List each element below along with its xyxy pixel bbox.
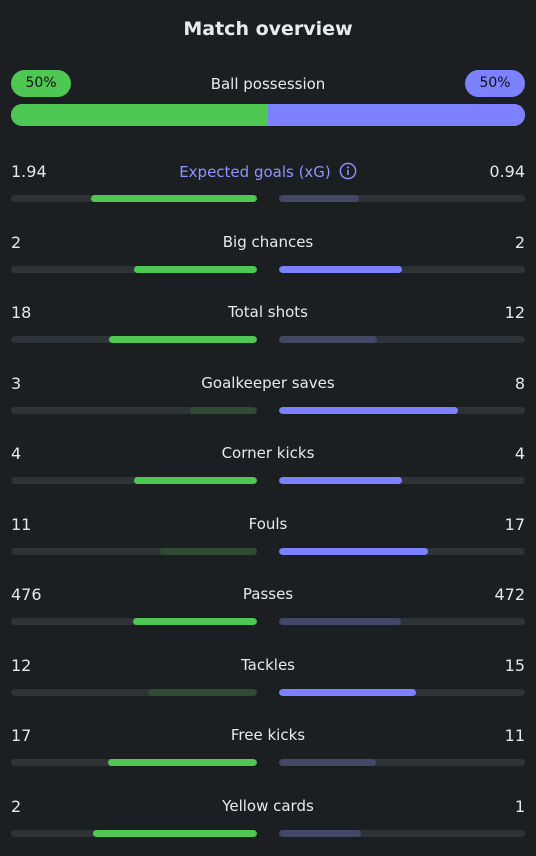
away-bar-track bbox=[279, 336, 525, 343]
stat-label-text: Passes bbox=[242, 585, 294, 603]
home-bar-fill bbox=[133, 618, 257, 625]
possession-bar-home bbox=[11, 104, 268, 126]
stat-label-text: Big chances bbox=[222, 232, 314, 251]
home-bar-fill bbox=[134, 265, 257, 273]
home-value: 2 bbox=[11, 232, 22, 252]
possession-label: Ball possession bbox=[210, 75, 326, 93]
stat-label: Total shots bbox=[0, 303, 536, 321]
stat-label: Free kicks bbox=[0, 726, 536, 744]
stat-label-text: Fouls bbox=[248, 514, 288, 533]
home-bar-track bbox=[11, 336, 257, 343]
away-value: 2 bbox=[514, 232, 525, 252]
home-bar-fill bbox=[134, 477, 257, 484]
stat-label: Corner kicks bbox=[0, 444, 536, 462]
stat-row-tackles: 12 Tackles 15 bbox=[0, 656, 536, 706]
stat-row-free-kicks: 17 Free kicks 11 bbox=[0, 726, 536, 776]
stat-row-xg: 1.94 Expected goals (xG) 0.94 bbox=[0, 162, 536, 212]
home-bar-track bbox=[11, 406, 257, 414]
stat-row-yellow-cards: 2 Yellow cards 1 bbox=[0, 797, 536, 847]
stat-label-text: Corner kicks bbox=[221, 444, 315, 462]
away-bar-fill bbox=[279, 336, 378, 343]
stat-label-text: Free kicks bbox=[230, 726, 306, 744]
page-title: Match overview bbox=[183, 18, 353, 40]
home-bar-fill bbox=[160, 547, 257, 555]
home-value: 2 bbox=[11, 796, 22, 816]
info-icon[interactable] bbox=[339, 162, 357, 180]
away-bar-fill bbox=[279, 759, 376, 766]
stat-label-text: Goalkeeper saves bbox=[201, 373, 335, 392]
away-bar-track bbox=[279, 547, 525, 555]
away-value: 472 bbox=[494, 585, 525, 604]
stat-label-text: Yellow cards bbox=[222, 796, 314, 815]
stat-label-text: Expected goals (xG) bbox=[179, 163, 331, 181]
home-value: 4 bbox=[11, 444, 22, 463]
home-value: 11 bbox=[11, 514, 32, 534]
home-bar-track bbox=[11, 759, 257, 766]
away-bar-track bbox=[279, 195, 525, 202]
home-value: 12 bbox=[11, 655, 32, 675]
away-value: 0.94 bbox=[489, 162, 525, 181]
stat-row-passes: 476 Passes 472 bbox=[0, 585, 536, 635]
home-value: 3 bbox=[11, 373, 22, 393]
away-bar-track bbox=[279, 618, 525, 625]
away-value: 12 bbox=[504, 303, 525, 322]
away-bar-fill bbox=[279, 265, 402, 273]
home-value: 476 bbox=[11, 585, 42, 604]
home-bar-track bbox=[11, 547, 257, 555]
home-possession-badge: 50% bbox=[11, 70, 71, 97]
away-bar-track bbox=[279, 477, 525, 484]
home-value: 18 bbox=[11, 303, 32, 322]
away-bar-fill bbox=[279, 688, 416, 696]
away-bar-fill bbox=[279, 547, 429, 555]
away-bar-track bbox=[279, 265, 525, 273]
possession-bar-away bbox=[268, 104, 525, 126]
stat-row-goalkeeper-saves: 3 Goalkeeper saves 8 bbox=[0, 374, 536, 424]
away-bar-track bbox=[279, 759, 525, 766]
home-bar-track bbox=[11, 265, 257, 273]
stat-label: Passes bbox=[0, 585, 536, 603]
stat-label-text: Tackles bbox=[240, 655, 296, 674]
home-bar-fill bbox=[93, 829, 257, 837]
away-possession-badge: 50% bbox=[465, 70, 525, 97]
home-bar-fill bbox=[109, 336, 257, 343]
away-value: 11 bbox=[504, 726, 525, 745]
home-bar-fill bbox=[107, 759, 257, 766]
home-bar-fill bbox=[147, 688, 257, 696]
stat-row-corner-kicks: 4 Corner kicks 4 bbox=[0, 444, 536, 494]
away-bar-fill bbox=[279, 195, 360, 202]
stat-label: Goalkeeper saves bbox=[0, 374, 536, 392]
away-value: 17 bbox=[504, 514, 525, 534]
home-value: 17 bbox=[11, 726, 32, 745]
away-bar-track bbox=[279, 829, 525, 837]
away-bar-fill bbox=[279, 477, 402, 484]
stat-row-total-shots: 18 Total shots 12 bbox=[0, 303, 536, 353]
away-value: 8 bbox=[514, 373, 525, 393]
away-bar-track bbox=[279, 406, 525, 414]
away-bar-fill bbox=[279, 829, 361, 837]
away-bar-fill bbox=[279, 618, 402, 625]
stat-label: Big chances bbox=[0, 233, 536, 251]
stat-label-text: Total shots bbox=[228, 303, 308, 321]
possession-bar bbox=[11, 104, 525, 126]
stat-label: Tackles bbox=[0, 656, 536, 674]
home-bar-fill bbox=[91, 195, 257, 202]
home-bar-track bbox=[11, 829, 257, 837]
home-bar-fill bbox=[189, 406, 257, 414]
home-bar-track bbox=[11, 195, 257, 202]
home-value: 1.94 bbox=[11, 162, 47, 181]
stat-row-big-chances: 2 Big chances 2 bbox=[0, 233, 536, 283]
stat-label: Fouls bbox=[0, 515, 536, 533]
away-bar-track bbox=[279, 688, 525, 696]
home-bar-track bbox=[11, 618, 257, 625]
stat-label: Yellow cards bbox=[0, 797, 536, 815]
stat-row-fouls: 11 Fouls 17 bbox=[0, 515, 536, 565]
home-bar-track bbox=[11, 477, 257, 484]
away-value: 1 bbox=[514, 796, 525, 816]
stat-label[interactable]: Expected goals (xG) bbox=[0, 162, 536, 181]
away-value: 4 bbox=[514, 444, 525, 463]
away-value: 15 bbox=[504, 655, 525, 675]
away-bar-fill bbox=[279, 406, 458, 414]
home-bar-track bbox=[11, 688, 257, 696]
